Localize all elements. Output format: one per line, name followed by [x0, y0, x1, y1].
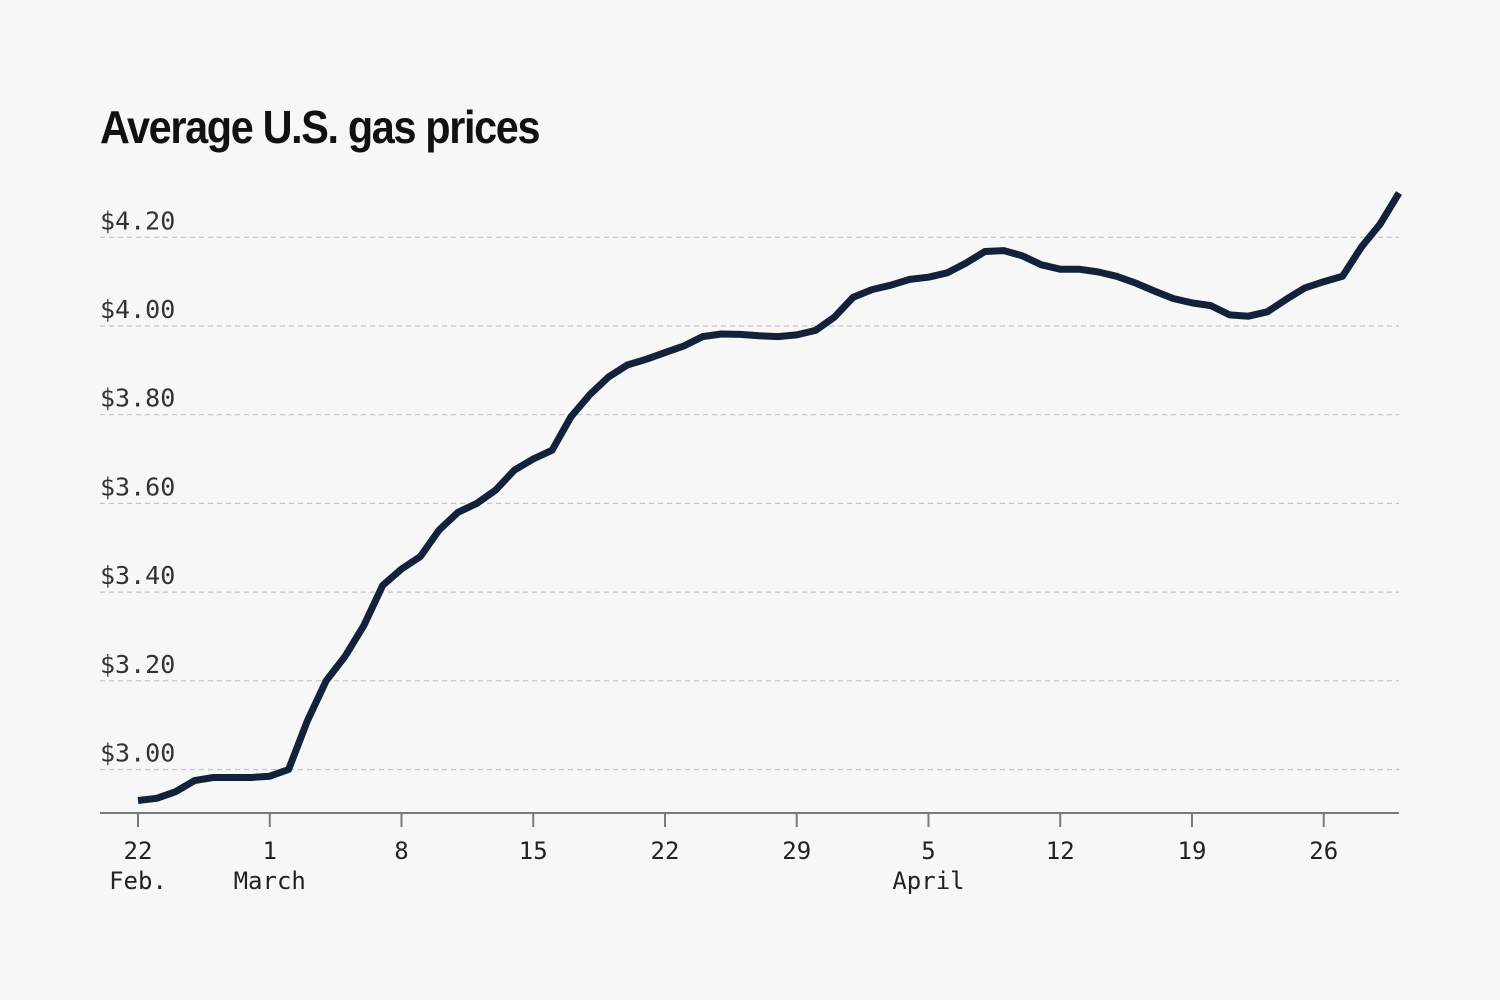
price-line [137, 191, 1402, 804]
y-tick-label: $3.40 [100, 561, 175, 590]
gridlines [100, 236, 1399, 771]
x-tick-label: 22 [651, 837, 680, 865]
chart-title: Average U.S. gas prices [100, 101, 541, 153]
x-tick-label: 8 [394, 837, 408, 865]
x-tick-label: 12 [1046, 837, 1075, 865]
x-tick-label: 5 [921, 837, 935, 865]
y-tick-label: $3.20 [100, 650, 175, 679]
x-axis [100, 812, 1399, 827]
x-tick-month-label: March [234, 867, 306, 895]
y-axis-labels: $3.00 $3.20 $3.40 $3.60 $3.80 $4.00 $4.20 [100, 206, 175, 767]
y-tick-label: $3.80 [100, 384, 175, 413]
x-tick-label: 19 [1178, 837, 1207, 865]
y-tick-label: $4.00 [100, 295, 175, 324]
series-layer [137, 191, 1402, 804]
x-tick-label: 22 [124, 837, 153, 865]
y-tick-label: $4.20 [100, 206, 175, 235]
y-tick-label: $3.00 [100, 739, 175, 768]
x-tick-label: 26 [1309, 837, 1338, 865]
x-tick-label: 15 [519, 837, 548, 865]
x-tick-label: 1 [263, 837, 277, 865]
x-tick-label: 29 [782, 837, 811, 865]
y-tick-label: $3.60 [100, 472, 175, 501]
x-tick-month-label: Feb. [109, 867, 167, 895]
x-tick-month-label: April [892, 867, 964, 895]
